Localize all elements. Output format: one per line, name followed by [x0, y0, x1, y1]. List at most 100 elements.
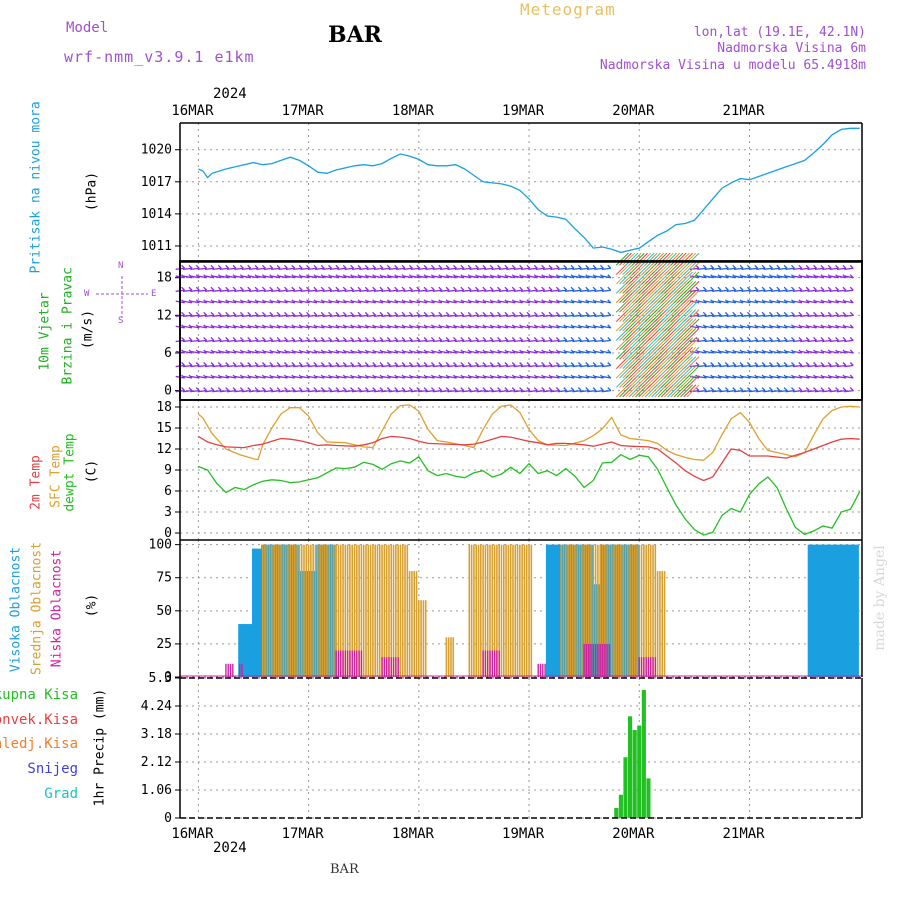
- wind-arrow-head: [386, 286, 391, 291]
- wind-arrow-head: [849, 374, 854, 379]
- wind-arrow-head: [835, 311, 840, 316]
- wind-arrow-head: [827, 362, 832, 366]
- wind-arrow-head: [423, 387, 428, 392]
- wind-arrow: [506, 339, 516, 343]
- precip-bar: [632, 730, 637, 818]
- wind-arrow-head: [225, 286, 230, 291]
- wind-arrow-head: [746, 311, 751, 316]
- storm-wind-arrow: [673, 252, 687, 266]
- wind-arrow-head: [489, 264, 494, 269]
- wind-arrow: [770, 325, 780, 329]
- wind-arrow: [697, 350, 707, 354]
- wind-arrow: [741, 339, 751, 343]
- wind-arrow-head: [313, 286, 318, 291]
- compass-s: S: [118, 316, 124, 326]
- storm-wind-arrow: [641, 252, 655, 266]
- wind-arrow-head: [805, 362, 810, 366]
- wind-arrow: [550, 339, 560, 343]
- wind-arrow-head: [188, 311, 193, 316]
- wind-arrow: [491, 375, 501, 379]
- wind-arrow: [513, 300, 523, 304]
- wind-arrow: [528, 300, 538, 304]
- wind-arrow: [836, 314, 847, 318]
- wind-arrow: [432, 339, 442, 343]
- wind-arrow-head: [577, 362, 582, 366]
- wind-arrow-head: [511, 336, 516, 341]
- wind-arrow: [462, 350, 472, 354]
- wind-arrow-head: [592, 311, 597, 316]
- wind-arrow: [792, 300, 802, 304]
- wind-arrow-head: [195, 387, 200, 392]
- wind-storm-arrows: [615, 252, 700, 398]
- wind-arrow-head: [408, 286, 413, 291]
- wind-arrow: [374, 275, 384, 279]
- wind-arrow: [565, 275, 575, 279]
- wind-arrow: [476, 389, 486, 393]
- wind-arrow: [528, 314, 538, 318]
- wind-arrow-head: [445, 286, 450, 291]
- storm-wind-arrow: [686, 356, 700, 369]
- wind-arrow-head: [467, 311, 472, 316]
- wind-arrow: [381, 339, 391, 343]
- wind-arrow: [770, 300, 780, 304]
- storm-wind-arrow: [660, 252, 674, 266]
- wind-arrow: [734, 325, 744, 329]
- wind-arrow: [711, 314, 722, 318]
- wind-arrow-head: [607, 349, 612, 354]
- wind-arrow: [704, 339, 714, 343]
- wind-arrow: [469, 300, 479, 304]
- wind-arrow: [844, 289, 854, 292]
- wind-arrow: [425, 339, 435, 343]
- temp-sfc-label: SFC Temp: [48, 445, 64, 508]
- wind-arrow-head: [702, 311, 707, 316]
- wind-arrow-head: [849, 274, 854, 279]
- wind-arrow: [205, 275, 215, 279]
- wind-arrow-head: [497, 362, 502, 366]
- wind-arrow-head: [342, 264, 347, 269]
- cloud-tick-label: 100: [149, 538, 172, 553]
- wind-arrow: [704, 314, 714, 318]
- wind-arrow: [491, 267, 501, 270]
- wind-arrow: [484, 350, 494, 354]
- wind-arrow-head: [408, 311, 413, 316]
- wind-arrow-head: [548, 336, 553, 341]
- temp-2m-line: [198, 435, 860, 482]
- wind-arrow: [748, 325, 758, 329]
- wind-arrow-head: [798, 336, 803, 341]
- wind-arrow: [351, 364, 362, 368]
- wind-arrow-head: [306, 264, 310, 269]
- wind-arrow-head: [195, 286, 200, 291]
- wind-arrow-head: [438, 286, 443, 291]
- wind-arrow-head: [482, 286, 487, 291]
- wind-arrow: [572, 350, 582, 354]
- wind-arrow: [190, 364, 200, 368]
- pressure-label: Pritisak na nivou mora: [28, 101, 44, 274]
- wind-arrow: [785, 375, 795, 379]
- wind-arrow-head: [710, 264, 715, 269]
- wind-arrow: [249, 314, 259, 318]
- wind-arrow: [484, 339, 494, 343]
- wind-arrow: [410, 350, 420, 354]
- wind-arrow: [506, 350, 516, 354]
- wind-arrow: [454, 339, 464, 343]
- wind-arrow-head: [475, 387, 479, 392]
- wind-arrow: [528, 389, 538, 393]
- wind-arrow-head: [541, 264, 546, 269]
- wind-arrow: [300, 350, 310, 354]
- top-date-label: 21MAR: [722, 103, 765, 119]
- wind-arrow: [800, 325, 810, 329]
- wind-arrow: [315, 300, 325, 304]
- wind-arrow: [374, 350, 384, 354]
- wind-arrow: [572, 364, 582, 368]
- wind-arrow: [293, 300, 303, 304]
- wind-arrow-head: [805, 286, 810, 291]
- wind-arrow-head: [511, 286, 516, 291]
- wind-arrow: [800, 364, 810, 368]
- wind-arrow: [315, 364, 325, 368]
- wind-arrow: [513, 275, 523, 279]
- wind-arrow: [726, 267, 736, 270]
- wind-arrow: [388, 300, 398, 304]
- wind-arrow-head: [364, 362, 369, 366]
- wind-arrow-head: [467, 264, 472, 269]
- top-date-label: 18MAR: [392, 103, 435, 119]
